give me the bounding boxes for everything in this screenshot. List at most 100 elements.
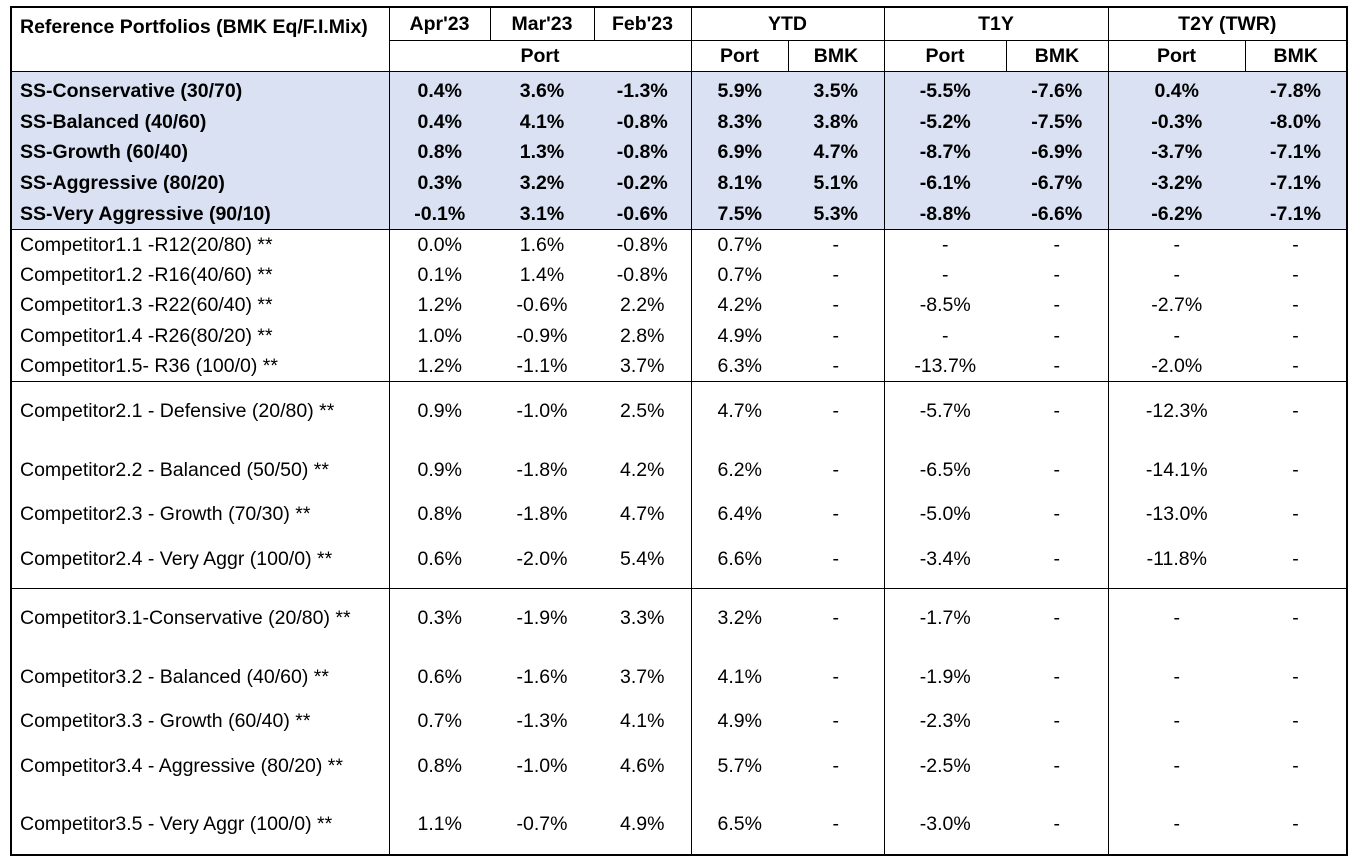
competitor2-cell-ytd-port: 6.6%: [690, 529, 788, 589]
competitor1-cell-ytd-bmk: -: [832, 294, 840, 317]
competitor1-cell-apr: 1.2%: [388, 350, 490, 382]
competitor1-cell-apr: 1.0%: [388, 320, 490, 351]
table-row: Competitor1.4 -R26(80/20) ** 1.0% -0.9% 2.8…: [11, 320, 1347, 351]
competitor2-cell-t2y-port: -14.1%: [1107, 440, 1246, 500]
ss-portfolio-group: SS-Conservative (30/70) 0.4% 3.6% -1.3% 5.9%…: [11, 71, 1348, 230]
ss-cell-feb: -0.8%: [616, 110, 668, 133]
competitor2-cell-mar: -1.8%: [516, 503, 568, 526]
ss-cell-mar: 1.3%: [519, 141, 565, 164]
competitor2-cell-t2y-port: -13.0%: [1107, 499, 1246, 530]
competitor1-cell-t1y-bmk: -: [1053, 324, 1061, 347]
header-month-apr: Apr'23: [388, 7, 490, 41]
competitor3-cell-apr: 0.8%: [388, 736, 490, 796]
competitor3-cell-ytd-bmk: -: [832, 710, 840, 733]
competitor3-cell-t2y-port: -: [1107, 736, 1246, 796]
competitor2-cell-ytd-bmk: -: [788, 380, 884, 441]
competitor2-cell-apr: 0.8%: [388, 499, 490, 530]
ss-cell-ytd-port: 6.9%: [690, 137, 788, 168]
ss-cell-ytd-port: 5.9%: [690, 71, 788, 107]
competitor1-cell-ytd-bmk: -: [832, 324, 840, 347]
ss-cell-mar: 3.1%: [519, 202, 565, 225]
ss-cell-t2y-port: -0.3%: [1107, 106, 1246, 138]
competitor2-cell-feb: 4.7%: [620, 503, 665, 526]
table-row: Competitor2.4 - Very Aggr (100/0) ** 0.6%…: [11, 529, 1347, 589]
ss-cell-apr: -0.1%: [388, 198, 490, 230]
competitor3-cell-t2y-bmk: -: [1292, 813, 1299, 836]
competitor3-cell-t1y-bmk: -: [1053, 813, 1061, 836]
ss-cell-ytd-port: 7.5%: [690, 198, 788, 230]
header-t1y-bmk: BMK: [1005, 40, 1109, 72]
table-row: Competitor3.2 - Balanced (40/60) ** 0.6% -…: [11, 647, 1347, 707]
competitor2-cell-mar: -1.0%: [490, 380, 594, 441]
competitor3-cell-mar: -0.7%: [516, 813, 568, 836]
competitor3-cell-mar: -1.6%: [516, 666, 568, 688]
table-row: SS-Very Aggressive (90/10) -0.1% 3.1% -0.6%…: [11, 198, 1348, 230]
competitor2-cell-feb: 5.4%: [620, 547, 665, 570]
ss-cell-t2y-bmk: -7.1%: [1270, 202, 1321, 225]
table-row: Competitor3.4 - Aggressive (80/20) ** 0.8…: [11, 736, 1347, 796]
competitor1-cell-t2y-port: -: [1107, 320, 1246, 351]
competitor1-row-name: Competitor1.2 -R16(40/60) **: [20, 264, 273, 287]
ss-cell-t2y-port: -3.2%: [1107, 167, 1246, 199]
table-row: Competitor3.5 - Very Aggr (100/0) ** 1.1%…: [11, 795, 1347, 855]
competitor3-cell-mar: -1.0%: [516, 754, 568, 777]
competitor1-cell-ytd-port: 0.7%: [690, 228, 788, 261]
competitor3-cell-t2y-port: -: [1107, 706, 1246, 737]
table-row: Competitor1.3 -R22(60/40) ** 1.2% -0.6% 2.2…: [11, 290, 1347, 321]
portfolio-performance-table: Reference Portfolios (BMK Eq/F.I.Mix) Ap…: [10, 6, 1349, 856]
ss-cell-feb: -0.2%: [616, 172, 668, 195]
table-row: Competitor1.5- R36 (100/0) ** 1.2% -1.1% 3.…: [11, 350, 1347, 382]
ss-cell-apr: 0.4%: [388, 71, 490, 107]
header-portfolio-name: Reference Portfolios (BMK Eq/F.I.Mix): [11, 7, 389, 72]
table-row: Competitor2.3 - Growth (70/30) ** 0.8% -1.…: [11, 499, 1347, 530]
ss-cell-feb: -1.3%: [616, 80, 668, 103]
competitor1-cell-t1y-port: -: [883, 260, 1006, 291]
competitor2-row-name: Competitor2.1 - Defensive (20/80) **: [11, 380, 389, 441]
competitor1-cell-ytd-port: 0.7%: [690, 260, 788, 291]
ss-cell-mar: 3.6%: [519, 80, 565, 103]
ss-cell-t1y-port: -6.1%: [883, 167, 1006, 199]
competitor3-cell-t2y-port: -: [1107, 587, 1246, 648]
competitor2-cell-t1y-bmk: -: [1053, 503, 1061, 526]
header-ytd: YTD: [690, 7, 884, 41]
competitor1-cell-t1y-bmk: -: [1053, 294, 1061, 317]
header-month-feb: Feb'23: [593, 7, 691, 41]
competitor3-cell-apr: 0.3%: [388, 587, 490, 648]
header-t1y: T1Y: [883, 7, 1109, 41]
competitor1-cell-apr: 0.0%: [388, 228, 490, 261]
header-t2y-port: Port: [1107, 40, 1246, 72]
table-row: Competitor2.2 - Balanced (50/50) ** 0.9% -…: [11, 440, 1347, 500]
competitor1-row-name: Competitor1.1 -R12(20/80) **: [11, 228, 389, 261]
competitor2-cell-feb: 2.5%: [594, 380, 691, 441]
competitor2-cell-t1y-port: -3.4%: [883, 529, 1006, 589]
competitor3-cell-ytd-bmk: -: [788, 587, 884, 648]
competitor3-cell-t2y-port: -: [1107, 795, 1246, 855]
competitor1-cell-t2y-bmk: -: [1245, 228, 1348, 261]
competitor3-cell-t2y-bmk: -: [1292, 666, 1299, 688]
ss-cell-apr: 0.4%: [388, 106, 490, 138]
competitor3-cell-mar: -1.3%: [516, 710, 568, 733]
competitor3-cell-feb: 4.1%: [620, 710, 665, 733]
competitor1-cell-mar: 1.6%: [490, 228, 594, 261]
competitor1-cell-t1y-port: -8.5%: [883, 290, 1006, 321]
competitor3-cell-ytd-port: 6.5%: [690, 795, 788, 855]
ss-cell-ytd-port: 8.3%: [690, 106, 788, 138]
ss-row-name: SS-Conservative (30/70): [20, 80, 243, 103]
competitor1-cell-ytd-port: 4.9%: [690, 320, 788, 351]
competitor1-cell-t2y-port: -2.0%: [1107, 350, 1246, 382]
competitor1-cell-ytd-port: 6.3%: [690, 350, 788, 382]
ss-cell-t1y-port: -5.2%: [883, 106, 1006, 138]
table-row: Competitor3.3 - Growth (60/40) ** 0.7% -1.…: [11, 706, 1347, 737]
competitor1-cell-t2y-bmk: -: [1292, 354, 1299, 377]
competitor3-cell-t2y-bmk: -: [1245, 587, 1348, 648]
ss-row-name: SS-Growth (60/40): [20, 141, 188, 164]
competitor3-cell-t2y-port: -: [1107, 647, 1246, 707]
ss-cell-t2y-bmk: -7.1%: [1270, 141, 1321, 164]
ss-row-name: SS-Balanced (40/60): [20, 110, 207, 133]
competitor2-cell-apr: 0.9%: [388, 440, 490, 500]
competitor2-group: Competitor2.1 - Defensive (20/80) ** 0.9%…: [11, 380, 1348, 589]
competitor1-cell-t2y-bmk: -: [1292, 264, 1299, 287]
competitor2-cell-t2y-port: -12.3%: [1107, 380, 1246, 441]
competitor1-cell-t1y-bmk: -: [1053, 354, 1061, 377]
competitor3-cell-t1y-port: -2.3%: [883, 706, 1006, 737]
